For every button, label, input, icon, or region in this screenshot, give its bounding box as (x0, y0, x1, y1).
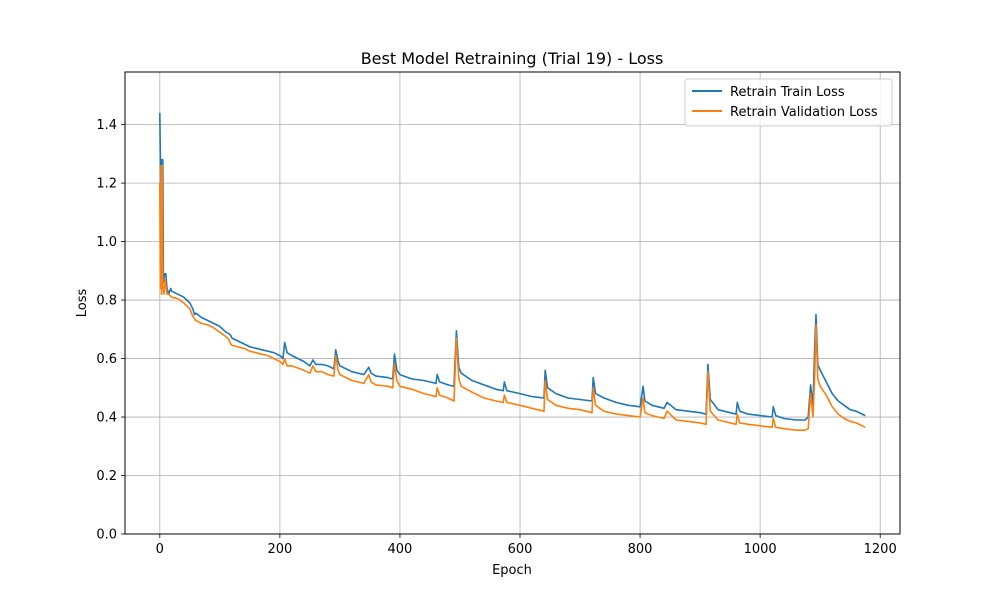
y-axis-label: Loss (75, 289, 90, 318)
series-lines (159, 112, 866, 432)
legend-label-train: Retrain Train Loss (730, 85, 845, 100)
axis-ticks: 0 200 400 600 800 1000 1200 0.0 0.2 0.4 0.6 0.8 1.0 1… (96, 118, 896, 557)
series-line-train (159, 112, 866, 421)
series-line-validation (159, 164, 866, 432)
x-tick-label: 1200 (864, 542, 897, 557)
legend-box (684, 78, 893, 127)
y-tick-label: 0.4 (96, 411, 117, 426)
y-tick-label: 0.2 (96, 469, 117, 484)
legend-label-validation: Retrain Validation Loss (730, 105, 878, 120)
plot-frame (124, 71, 901, 535)
x-tick-label: 400 (388, 542, 413, 557)
x-tick-label: 0 (156, 542, 164, 557)
x-tick-label: 1000 (744, 542, 777, 557)
x-tick-label: 800 (628, 542, 653, 557)
y-tick-label: 1.2 (96, 177, 117, 192)
chart-title: Best Model Retraining (Trial 19) - Loss (361, 49, 664, 68)
legend: Retrain Train Loss Retrain Validation Lo… (684, 78, 893, 127)
y-tick-label: 0.6 (96, 352, 117, 367)
y-tick-label: 1.0 (96, 235, 117, 250)
x-axis-label: Epoch (492, 563, 532, 578)
x-tick-label: 200 (267, 542, 292, 557)
y-tick-label: 0.0 (96, 528, 117, 543)
x-tick-label: 600 (508, 542, 533, 557)
y-tick-label: 1.4 (96, 118, 117, 133)
y-tick-label: 0.8 (96, 294, 117, 309)
